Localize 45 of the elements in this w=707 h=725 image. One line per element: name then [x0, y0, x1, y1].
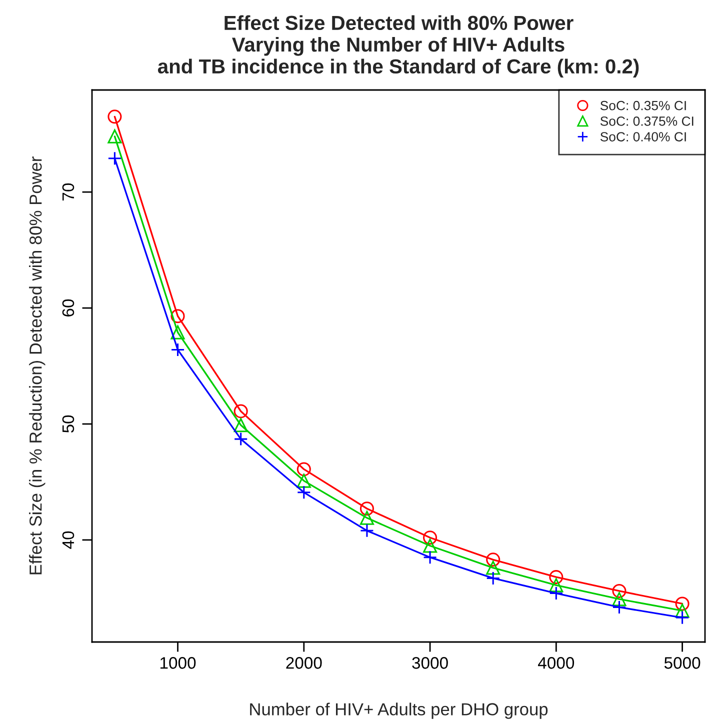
point — [108, 110, 122, 124]
legend-label: SoC: 0.375% CI — [600, 116, 694, 126]
point — [170, 342, 185, 357]
point — [549, 578, 564, 592]
point — [675, 604, 690, 618]
point — [360, 502, 374, 516]
point — [296, 474, 311, 488]
point — [549, 586, 564, 600]
point — [675, 596, 690, 611]
point — [296, 485, 311, 500]
point — [675, 610, 690, 625]
point — [170, 325, 185, 340]
chart-title: Effect Size Detected with 80% Power Varying the Number of HIV+ Adults and TB incidence in the Standard of Care (km: 0.2) — [158, 15, 639, 78]
y-tick-label: 40 — [62, 531, 74, 549]
point — [486, 552, 500, 567]
legend-label: SoC: 0.40% CI — [600, 132, 686, 142]
legend-label: SoC: 0.35% CI — [600, 100, 686, 110]
point — [234, 404, 248, 418]
point — [234, 418, 248, 432]
x-tick-label: 1000 — [160, 657, 196, 669]
point — [234, 432, 248, 446]
point — [486, 560, 500, 575]
x-tick-label: 4000 — [538, 657, 574, 669]
point — [423, 550, 438, 564]
point — [108, 129, 122, 144]
point — [549, 570, 564, 584]
point — [360, 510, 374, 525]
x-axis-title: Number of HIV+ Adults per DHO group — [250, 702, 548, 719]
point — [612, 592, 626, 606]
point — [108, 151, 122, 166]
y-tick-label: 70 — [62, 183, 74, 200]
point — [423, 530, 438, 545]
y-axis-title: Effect Size (in % Reduction) Detected with 80% Power — [29, 156, 46, 574]
point — [170, 309, 185, 324]
point — [612, 584, 626, 598]
point — [612, 600, 626, 614]
x-tick-label: 2000 — [286, 657, 322, 669]
point — [423, 538, 438, 553]
x-tick-label: 3000 — [412, 657, 448, 669]
y-tick-label: 60 — [62, 299, 74, 316]
point — [296, 462, 311, 476]
point — [360, 524, 374, 538]
y-tick-label: 50 — [62, 415, 74, 433]
x-tick-label: 5000 — [664, 657, 700, 669]
point — [486, 571, 500, 586]
